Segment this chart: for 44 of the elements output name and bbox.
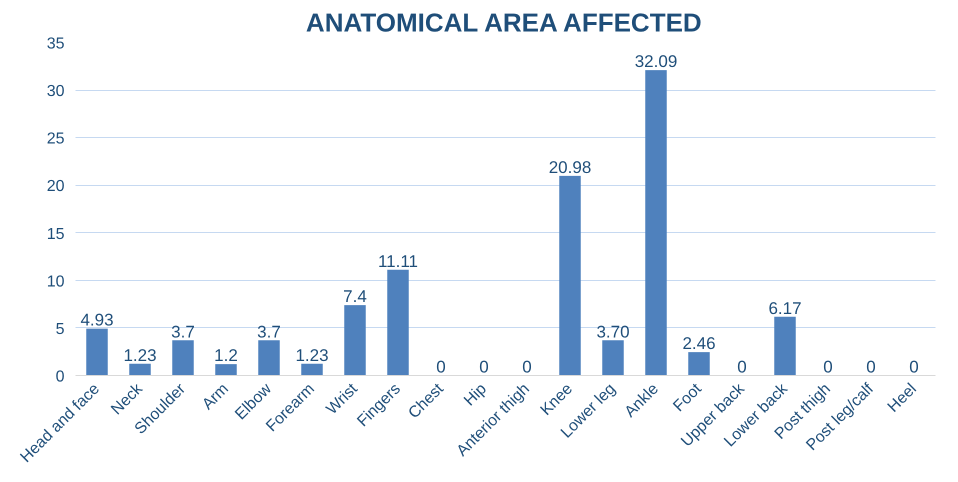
- x-tick-label: Hip: [461, 380, 490, 410]
- bar: [387, 270, 409, 376]
- bar: [344, 305, 366, 376]
- bar: [301, 364, 323, 376]
- data-label: 3.70: [596, 322, 630, 342]
- bar: [86, 328, 108, 376]
- y-tick-label: 10: [46, 273, 65, 290]
- y-tick-label: 20: [46, 178, 65, 196]
- bar: [602, 340, 624, 376]
- bar: [645, 70, 667, 376]
- data-label: 0: [866, 358, 876, 376]
- bar: [258, 340, 280, 376]
- bar: [172, 340, 194, 376]
- data-label: 4.93: [80, 310, 114, 330]
- y-tick-label: 30: [46, 83, 65, 100]
- data-label: 7.4: [343, 287, 367, 306]
- data-label: 11.11: [378, 252, 418, 271]
- data-label: 0: [522, 358, 532, 376]
- bar: [215, 364, 237, 376]
- x-tick-label: Arm: [199, 380, 232, 414]
- data-label: 20.98: [548, 158, 592, 177]
- data-label: 0: [479, 358, 489, 376]
- data-label: 0: [436, 358, 446, 376]
- bar: [129, 364, 151, 376]
- bar: [559, 176, 581, 376]
- data-label: 1.23: [295, 346, 329, 365]
- data-label: 2.46: [682, 334, 716, 354]
- chart-title: ANATOMICAL AREA AFFECTED: [306, 8, 702, 38]
- bar: [688, 352, 710, 376]
- data-label: 0: [823, 358, 833, 376]
- data-label: 3.7: [257, 322, 281, 342]
- y-tick-label: 25: [46, 130, 65, 148]
- data-label: 0: [909, 358, 919, 376]
- data-label: 0: [737, 358, 747, 376]
- data-label: 1.2: [214, 346, 238, 366]
- y-tick-label: 35: [46, 36, 65, 52]
- data-label: 6.17: [768, 298, 802, 318]
- y-tick-label: 0: [56, 368, 65, 386]
- data-label: 1.23: [123, 346, 157, 365]
- bar: [774, 316, 796, 376]
- y-tick-label: 5: [56, 320, 65, 338]
- y-tick-label: 15: [46, 226, 65, 243]
- data-label: 32.09: [634, 52, 678, 72]
- data-label: 3.7: [171, 322, 195, 342]
